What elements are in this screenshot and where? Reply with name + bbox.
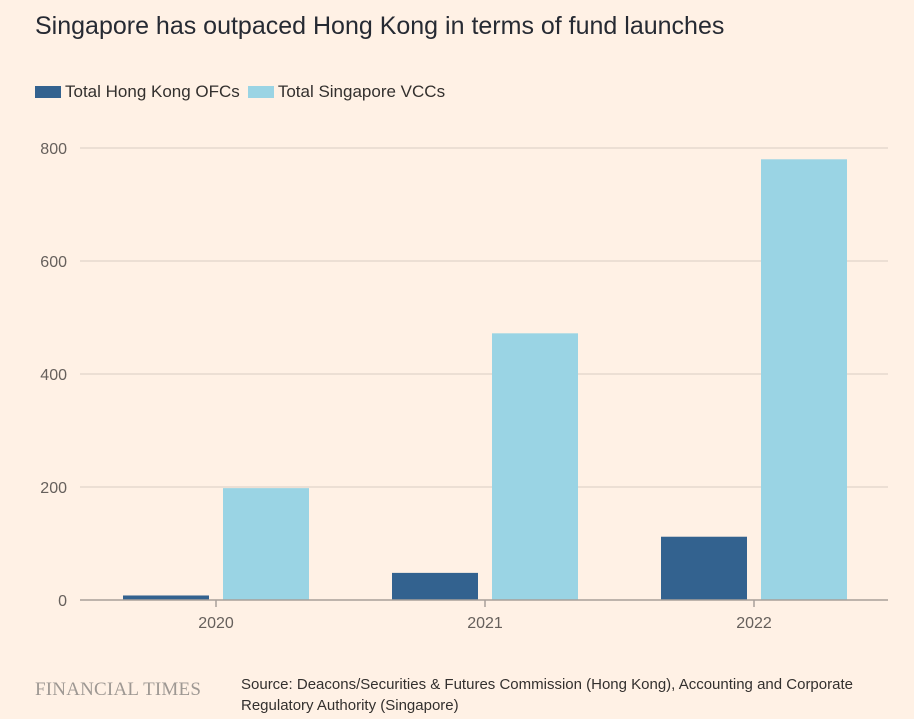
x-tick-label-2020: 2020 xyxy=(198,615,234,632)
x-tick-label-2021: 2021 xyxy=(467,615,503,632)
bar-singapore-2020 xyxy=(223,488,309,600)
chart-title: Singapore has outpaced Hong Kong in term… xyxy=(35,12,725,40)
legend-item-hong-kong: Total Hong Kong OFCs xyxy=(35,82,240,102)
chart-legend: Total Hong Kong OFCs Total Singapore VCC… xyxy=(35,82,453,102)
bar-hong-kong-2021 xyxy=(392,572,478,600)
publisher-logo: FINANCIAL TIMES xyxy=(35,679,202,700)
legend-label-singapore: Total Singapore VCCs xyxy=(277,82,446,101)
x-tick-label-2022: 2022 xyxy=(736,615,772,632)
bar-singapore-2022 xyxy=(761,159,847,601)
y-tick-label-400: 400 xyxy=(40,367,67,384)
y-tick-label-0: 0 xyxy=(58,593,67,610)
bar-hong-kong-2020 xyxy=(123,595,209,600)
bar-singapore-2021 xyxy=(492,333,578,600)
y-tick-label-200: 200 xyxy=(40,480,67,497)
legend-swatch-hong-kong xyxy=(35,86,61,98)
legend-item-singapore: Total Singapore VCCs xyxy=(247,82,446,102)
y-tick-label-800: 800 xyxy=(40,141,67,158)
source-note: Source: Deacons/Securities & Futures Com… xyxy=(241,676,853,714)
legend-label-hong-kong: Total Hong Kong OFCs xyxy=(65,82,240,101)
legend-swatch-singapore xyxy=(247,86,274,98)
y-tick-label-600: 600 xyxy=(40,254,67,271)
bar-hong-kong-2022 xyxy=(661,536,747,600)
